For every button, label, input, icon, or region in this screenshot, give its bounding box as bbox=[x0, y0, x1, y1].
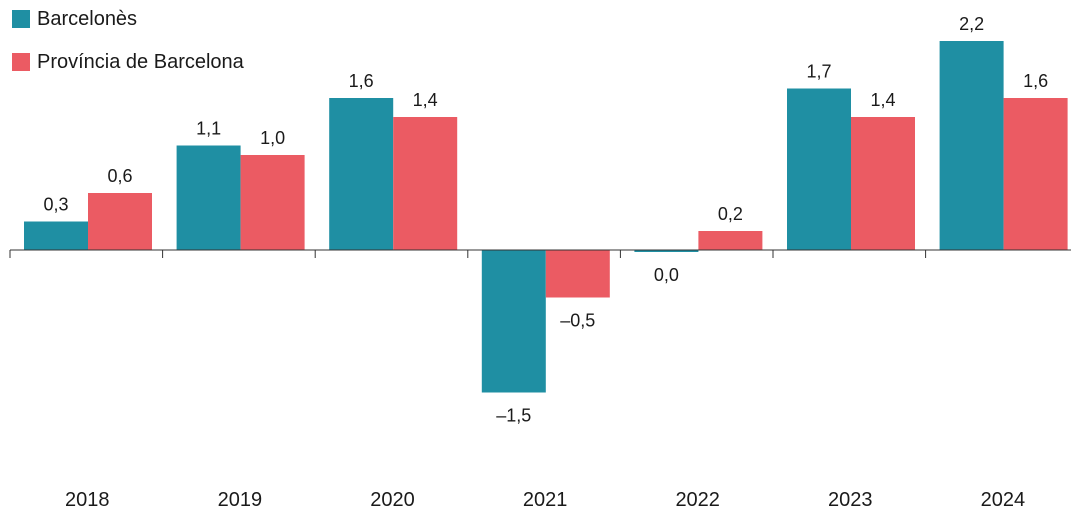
data-label-2018-series-1: 0,6 bbox=[107, 166, 132, 186]
x-tick-label-2023: 2023 bbox=[828, 489, 873, 511]
legend-item-provincia: Província de Barcelona bbox=[12, 51, 244, 73]
data-label-2021-series-1: –0,5 bbox=[560, 311, 595, 331]
bar-2022-series-1 bbox=[698, 231, 763, 250]
bar-2018-series-1 bbox=[88, 193, 152, 250]
x-tick-label-2021: 2021 bbox=[523, 489, 568, 511]
data-label-2020-series-1: 1,4 bbox=[413, 90, 438, 110]
legend-label-barcelones: Barcelonès bbox=[37, 8, 138, 30]
legend-label-provincia: Província de Barcelona bbox=[37, 51, 244, 73]
data-label-2024-series-0: 2,2 bbox=[959, 14, 984, 34]
bar-2023-series-0 bbox=[787, 88, 851, 250]
bar-2021-series-1 bbox=[545, 250, 610, 298]
data-label-2020-series-0: 1,6 bbox=[349, 71, 374, 91]
bar-2020-series-0 bbox=[329, 98, 394, 250]
data-label-2023-series-0: 1,7 bbox=[806, 62, 831, 82]
bar-2023-series-1 bbox=[851, 117, 915, 250]
data-label-2024-series-1: 1,6 bbox=[1023, 71, 1048, 91]
data-label-2019-series-0: 1,1 bbox=[196, 119, 221, 139]
bar-2024-series-1 bbox=[1003, 98, 1068, 250]
data-label-2022-series-0: 0,0 bbox=[654, 265, 679, 285]
bar-2019-series-0 bbox=[176, 145, 241, 250]
bar-2020-series-1 bbox=[393, 117, 458, 250]
data-label-2022-series-1: 0,2 bbox=[718, 204, 743, 224]
bar-2024-series-0 bbox=[939, 41, 1004, 250]
data-label-2021-series-0: –1,5 bbox=[496, 406, 531, 426]
x-tick-label-2019: 2019 bbox=[218, 489, 263, 511]
bar-2019-series-1 bbox=[240, 155, 305, 250]
x-tick-label-2020: 2020 bbox=[370, 489, 415, 511]
legend-swatch-provincia bbox=[12, 53, 30, 71]
legend: Barcelonès Província de Barcelona bbox=[12, 8, 244, 73]
bar-2022-series-0 bbox=[634, 250, 699, 252]
legend-swatch-barcelones bbox=[12, 10, 30, 28]
x-tick-label-2024: 2024 bbox=[981, 489, 1026, 511]
legend-item-barcelones: Barcelonès bbox=[12, 8, 244, 30]
data-label-2023-series-1: 1,4 bbox=[870, 90, 895, 110]
bar-2021-series-0 bbox=[481, 250, 546, 393]
data-label-2019-series-1: 1,0 bbox=[260, 128, 285, 148]
x-tick-label-2018: 2018 bbox=[65, 489, 110, 511]
bar-2018-series-0 bbox=[24, 221, 88, 250]
data-label-2018-series-0: 0,3 bbox=[43, 195, 68, 215]
x-tick-label-2022: 2022 bbox=[675, 489, 720, 511]
